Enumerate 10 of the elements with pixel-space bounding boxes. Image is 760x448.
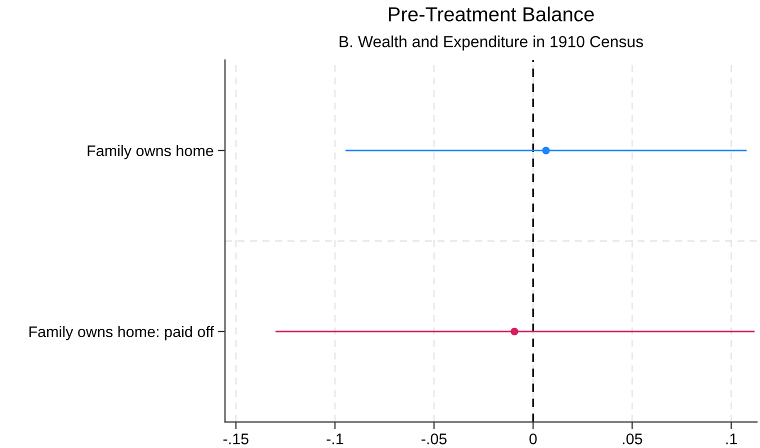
y-tick-label: Family owns home: paid off [29, 326, 214, 340]
x-tick-label: -.1 [326, 434, 344, 444]
x-tick-label: -.05 [422, 434, 447, 444]
x-tick-label: -.15 [223, 434, 248, 444]
x-tick-label: .05 [622, 434, 642, 444]
chart-title: Pre-Treatment Balance [388, 6, 594, 22]
y-tick-label: Family owns home [88, 144, 214, 160]
x-tick-label: 0 [529, 434, 537, 444]
chart-subtitle: B. Wealth and Expenditure in 1910 Census [340, 36, 644, 50]
x-tick-label: .1 [726, 434, 737, 444]
